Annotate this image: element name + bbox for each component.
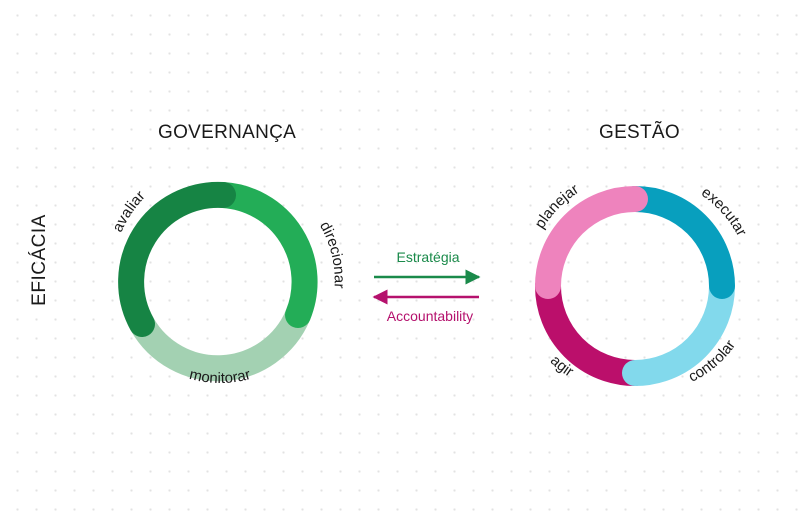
gov-arc-monitorar <box>129 302 311 382</box>
gov-arc-direcionar <box>210 182 318 328</box>
ges-arc-agir <box>535 273 648 386</box>
governanca-title: GOVERNANÇA <box>158 122 297 143</box>
ges-arc-controlar <box>622 273 735 386</box>
ges-arc-planejar <box>535 186 648 299</box>
gov-arc-avaliar <box>118 181 236 337</box>
gestao-cycle <box>535 186 735 386</box>
gestao-title: GESTÃO <box>599 122 680 143</box>
gov-label-monitorar: monitorar <box>188 366 253 387</box>
accountability-label: Accountability <box>386 308 474 324</box>
strategy-label: Estratégia <box>396 249 460 265</box>
gov-label-direcionar: direcionar <box>316 219 348 289</box>
ges-arc-executar <box>622 186 735 299</box>
governanca-cycle <box>118 181 318 382</box>
eficacia-label: EFICÁCIA <box>29 214 50 306</box>
